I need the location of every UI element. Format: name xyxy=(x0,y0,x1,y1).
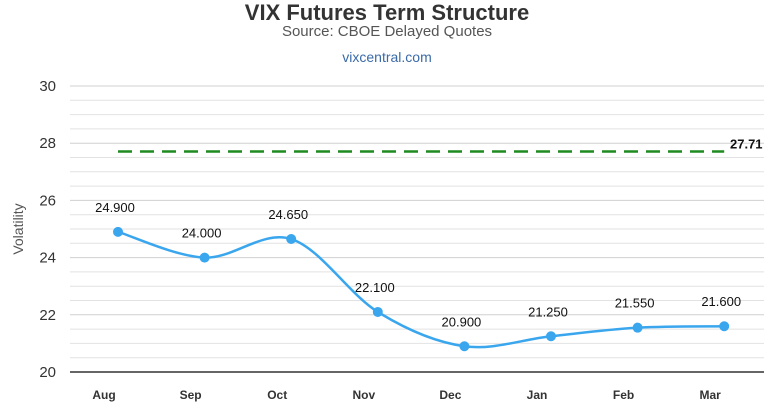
minor-grid xyxy=(70,85,764,359)
data-point xyxy=(546,331,556,342)
x-tick-label: Jan xyxy=(527,388,548,402)
series-line xyxy=(117,230,725,349)
data-point xyxy=(113,226,123,237)
y-tick-label: 20 xyxy=(39,364,56,381)
data-label: 21.550 xyxy=(615,296,655,311)
data-label: 21.600 xyxy=(701,294,741,309)
data-labels: 24.900 24.000 24.650 22.100 20.900 21.250 21.5… xyxy=(95,200,741,329)
y-tick-label: 24 xyxy=(39,250,56,267)
series-group xyxy=(113,226,730,352)
data-point xyxy=(372,306,383,317)
chart-title: VIX Futures Term Structure xyxy=(244,0,530,25)
y-axis-title: Volatility xyxy=(10,203,26,254)
x-tick-label: Oct xyxy=(267,388,287,402)
x-tick-label: Dec xyxy=(439,388,461,402)
data-point xyxy=(199,252,210,263)
x-tick-label: Feb xyxy=(613,388,634,402)
data-label: 24.650 xyxy=(268,207,308,222)
x-tick-label: Sep xyxy=(180,388,202,402)
x-tick-label: Mar xyxy=(700,388,722,402)
data-point xyxy=(719,321,730,332)
y-tick-label: 26 xyxy=(39,192,56,209)
data-label: 22.100 xyxy=(355,280,395,295)
y-tick-label: 28 xyxy=(39,135,56,152)
y-tick-label: 30 xyxy=(39,78,56,95)
data-label: 24.000 xyxy=(182,226,222,241)
data-label: 21.250 xyxy=(528,304,568,319)
x-tick-label: Nov xyxy=(352,388,375,402)
x-axis: Aug Sep Oct Nov Dec Jan Feb Mar xyxy=(70,371,764,402)
reference-line-group: 27.71 xyxy=(118,136,763,153)
data-point xyxy=(632,322,643,333)
y-tick-label: 22 xyxy=(39,307,56,324)
data-point xyxy=(459,341,470,352)
data-label: 24.900 xyxy=(95,200,135,215)
data-point xyxy=(286,234,297,245)
source-link[interactable]: vixcentral.com xyxy=(342,49,432,65)
reference-label: 27.71 xyxy=(730,136,763,151)
x-tick-label: Aug xyxy=(92,388,115,402)
chart-subtitle: Source: CBOE Delayed Quotes xyxy=(281,23,493,40)
y-axis: 20 22 24 26 28 30 xyxy=(39,78,56,381)
data-label: 20.900 xyxy=(442,314,482,329)
